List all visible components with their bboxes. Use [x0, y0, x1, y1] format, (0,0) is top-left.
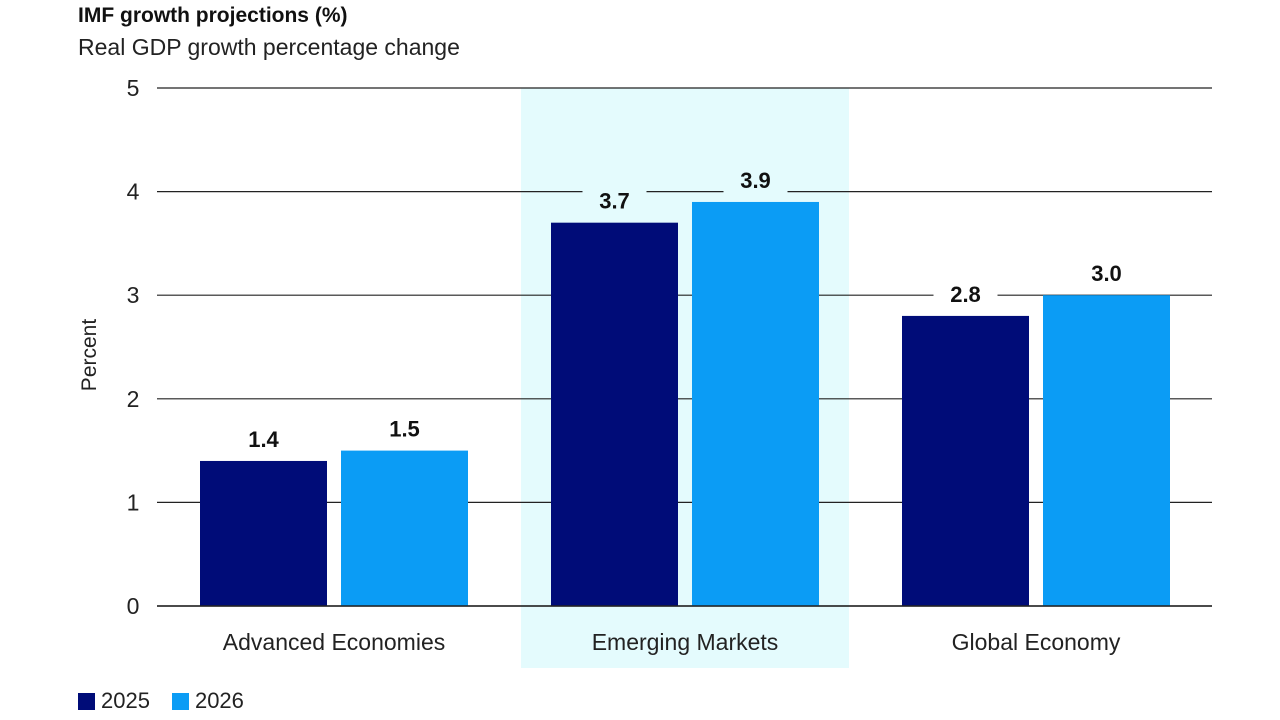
chart-title: IMF growth projections (%)	[78, 4, 348, 27]
bar-2025-emerging-markets	[551, 222, 678, 606]
value-label: 3.9	[740, 168, 771, 193]
value-label-bg	[582, 186, 647, 217]
value-label: 1.4	[248, 427, 279, 452]
y-tick-label: 1	[127, 489, 140, 515]
bar-chart: 0 1 2 3 4 5 Percent 1.4 1.5 Advanced Economies 3.7…	[78, 75, 1212, 668]
value-label: 1.5	[389, 417, 420, 442]
legend-item-2026: 2026	[171, 688, 244, 714]
legend-item-2025: 2025	[78, 688, 150, 714]
value-label-bg	[372, 414, 437, 445]
value-label-bg	[231, 424, 296, 455]
value-label-bg	[1074, 259, 1139, 290]
value-label-bg	[933, 279, 998, 310]
legend: 2025 2026	[78, 688, 266, 714]
y-tick-label: 5	[127, 75, 140, 101]
legend-swatch-2026	[171, 692, 189, 710]
chart-subtitle: Real GDP growth percentage change	[78, 34, 460, 60]
legend-swatch-2025	[78, 692, 95, 710]
value-label: 3.0	[1091, 261, 1122, 286]
bar-2025-advanced-economies	[200, 460, 327, 606]
x-tick-label: Advanced Economies	[223, 629, 445, 655]
bar-2025-global-economy	[902, 315, 1029, 606]
y-tick-label: 3	[127, 282, 140, 308]
bar-2026-emerging-markets	[692, 201, 819, 606]
x-tick-label: Emerging Markets	[592, 629, 779, 655]
bar-2026-global-economy	[1043, 295, 1170, 606]
y-tick-label: 0	[127, 593, 140, 619]
bar-2026-advanced-economies	[341, 450, 468, 606]
value-label: 2.8	[950, 282, 981, 307]
y-tick-label: 4	[127, 179, 140, 205]
y-axis-label: Percent	[78, 319, 101, 392]
value-label-bg	[723, 165, 788, 196]
legend-label-2025: 2025	[101, 688, 150, 713]
value-label: 3.7	[599, 189, 630, 214]
y-tick-label: 2	[127, 386, 140, 412]
legend-label-2026: 2026	[194, 688, 244, 713]
x-tick-label: Global Economy	[952, 629, 1121, 655]
